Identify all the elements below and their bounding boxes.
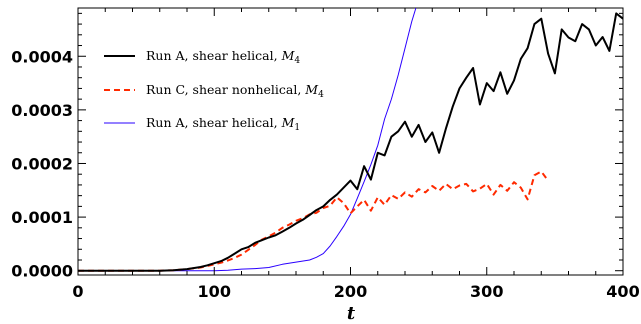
y-tick-label: 0.0000 — [11, 262, 73, 281]
y-tick-label: 0.0001 — [11, 208, 73, 227]
series-line-run-a-m1 — [78, 8, 417, 272]
legend-label-run-a-m4: Run A, shear helical, M4 — [146, 48, 300, 66]
x-tick-label: 300 — [470, 282, 503, 301]
y-tick-label: 0.0004 — [11, 47, 73, 66]
legend-label-run-a-m1: Run A, shear helical, M1 — [146, 115, 300, 133]
x-tick-label: 0 — [72, 282, 83, 301]
legend-label-run-c-m4: Run C, shear nonhelical, M4 — [146, 82, 324, 100]
legend: Run A, shear helical, M4 Run C, shear non… — [104, 48, 324, 133]
x-tick-label: 400 — [606, 282, 639, 301]
x-axis-label: t — [347, 303, 356, 324]
x-tick-label: 200 — [334, 282, 367, 301]
y-tick-label: 0.0002 — [11, 154, 73, 173]
series-line-run-a-m4 — [78, 12, 623, 272]
y-tick-label: 0.0003 — [11, 101, 73, 120]
series-layer — [78, 8, 623, 272]
x-tick-label: 100 — [198, 282, 231, 301]
tick-layer: 0 100 200 300 400 0.0000 0.0001 0.0002 0.0003 0.0… — [11, 8, 640, 301]
series-line-run-c-m4 — [78, 170, 549, 272]
